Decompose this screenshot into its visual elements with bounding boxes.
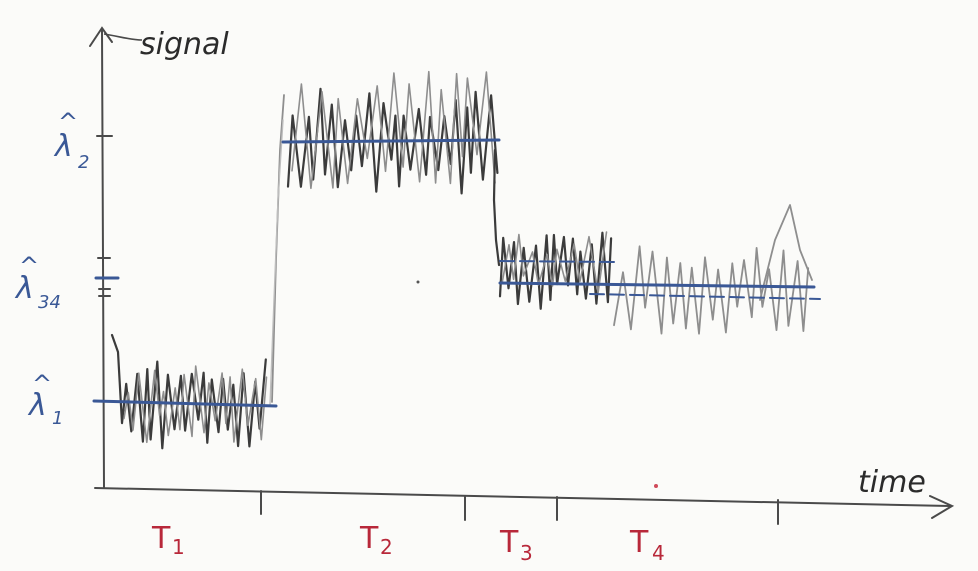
segment-T3-subscript: 3 <box>520 541 533 565</box>
level-line-lambda-4-dashed <box>589 293 821 300</box>
signal-segment-2 <box>286 87 499 195</box>
y-axis-arrowhead <box>89 26 113 47</box>
level-lines <box>92 138 821 408</box>
lambda-2-symbol: λ <box>53 129 73 164</box>
lambda-2-subscript: 2 <box>78 152 89 173</box>
lambda-1-subscript: 1 <box>52 408 63 429</box>
segment-T1-subscript: 1 <box>172 535 185 559</box>
signal-segment-1-shadow <box>123 365 268 444</box>
lambda-1-label: ^ λ 1 <box>27 370 63 429</box>
signal-jump-2 <box>492 148 501 267</box>
segment-label-T4: T 4 <box>629 525 665 565</box>
signal-segment-4 <box>613 245 810 335</box>
signal-segment-1 <box>110 333 267 450</box>
lambda-1-hat: ^ <box>32 370 52 398</box>
signal-segment-2-shadow <box>291 70 496 190</box>
segment-label-T2: T 2 <box>359 521 393 559</box>
signal-jump-1-shadow <box>269 119 284 406</box>
y-axis-label: signal <box>140 27 229 62</box>
x-axis <box>94 487 951 507</box>
axes <box>89 26 955 525</box>
stray-dot <box>416 280 420 284</box>
level-line-lambda-3-dashed <box>499 260 617 263</box>
segment-T2-symbol: T <box>359 521 379 556</box>
level-line-lambda-34 <box>498 281 816 289</box>
segment-T1-symbol: T <box>151 521 171 556</box>
segment-T3-symbol: T <box>499 525 519 560</box>
lambda-2-label: ^ λ 2 <box>53 108 89 173</box>
segment-T4-symbol: T <box>629 525 649 560</box>
lambda-34-hat: ^ <box>19 252 39 280</box>
segment-T4-subscript: 4 <box>652 541 665 565</box>
x-axis-label: time <box>858 465 926 500</box>
signal-segment-4-end <box>759 204 813 301</box>
signal-trace <box>110 70 813 450</box>
lambda-34-label: ^ λ 34 <box>14 252 61 313</box>
level-line-lambda-2 <box>281 138 501 144</box>
segment-label-T3: T 3 <box>499 525 533 565</box>
lambda-34-symbol: λ <box>14 271 34 306</box>
lambda-34-subscript: 34 <box>38 292 61 313</box>
x-axis-arrowhead <box>929 495 955 519</box>
y-axis-label-connector <box>103 33 143 41</box>
segment-T2-subscript: 2 <box>380 535 393 559</box>
stray-dot <box>654 484 658 488</box>
lambda-1-symbol: λ <box>27 388 47 423</box>
lambda-2-hat: ^ <box>58 108 78 136</box>
signal-segment-3-shadow <box>501 231 608 294</box>
level-line-lambda-1 <box>92 399 278 408</box>
segment-label-T1: T 1 <box>151 521 185 559</box>
